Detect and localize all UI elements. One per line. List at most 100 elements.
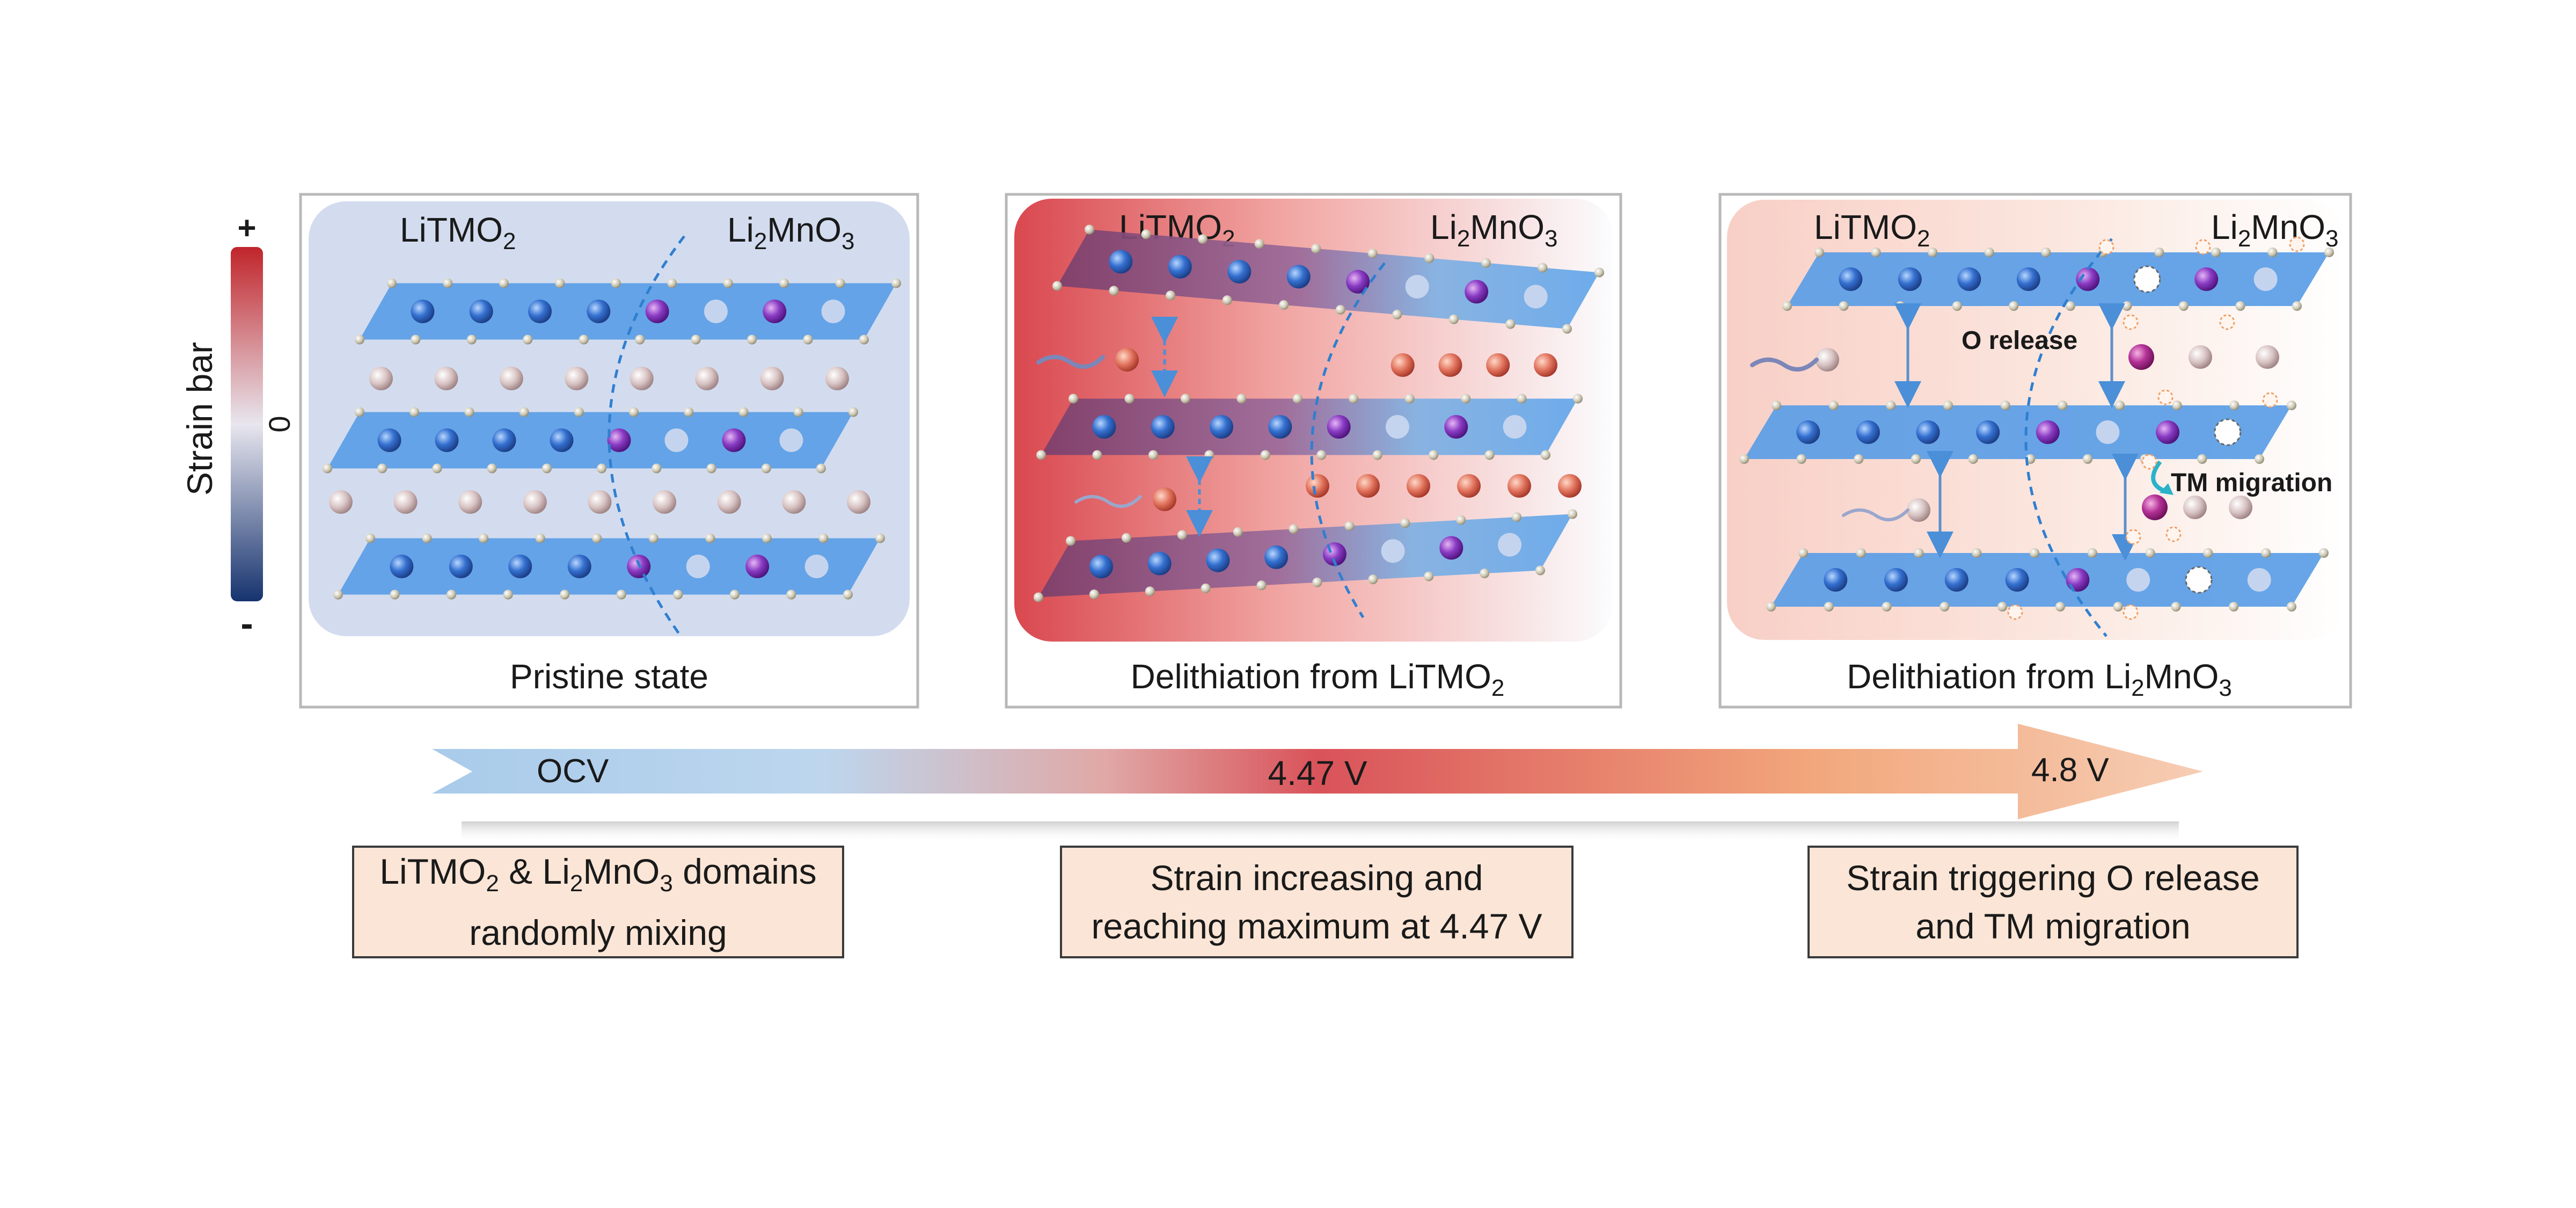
oxygen-atom	[803, 334, 813, 345]
lithium-atom	[565, 367, 589, 390]
oxygen-atom	[652, 463, 662, 474]
oxygen-atom	[1772, 401, 1781, 410]
lithium-atom	[782, 490, 806, 514]
oxygen-atom	[1204, 450, 1214, 460]
lithium-atom	[825, 367, 849, 390]
mn-atom	[1381, 539, 1405, 563]
oxygen-atom	[1141, 229, 1151, 239]
panel-pristine: LiTMO2 Li2MnO3 Pristine state	[299, 193, 919, 709]
mn-atom	[763, 300, 787, 323]
oxygen-atom	[1092, 450, 1102, 460]
oxygen-atom	[1481, 258, 1491, 268]
oxygen-atom	[875, 533, 885, 543]
voltage-label-ocv: OCV	[537, 753, 609, 790]
oxygen-atom	[2292, 301, 2302, 311]
mn-atom	[1524, 285, 1548, 309]
oxygen-atom	[1480, 569, 1490, 579]
oxygen-atom	[365, 533, 375, 543]
lithium-atom	[2183, 496, 2207, 519]
tm-atom	[1824, 568, 1848, 592]
lithium-atom	[1907, 498, 1930, 522]
panel-delithiation-litmo2: LiTMO2 Li2MnO3 Delithiation from LiTMO2	[1005, 193, 1622, 709]
tm-atom	[550, 428, 574, 452]
vacancy	[2185, 566, 2213, 594]
lithium-atom	[1356, 474, 1380, 498]
oxygen-atom	[1400, 518, 1410, 528]
mn-atom	[664, 428, 689, 452]
oxygen-atom	[1036, 450, 1046, 460]
migrating-tm-atom	[2142, 494, 2168, 520]
oxygen-atom	[2058, 401, 2068, 410]
oxygen-atom	[1429, 450, 1439, 460]
oxygen-atom	[1222, 295, 1232, 305]
oxygen-atom	[779, 278, 789, 288]
oxygen-atom	[1911, 454, 1921, 464]
oxygen-atom	[411, 334, 421, 345]
oxygen-atom	[1233, 527, 1243, 537]
oxygen-atom	[1594, 267, 1604, 278]
oxygen-atom	[848, 407, 858, 417]
tm-atom	[1286, 265, 1311, 289]
lithium-atom	[1391, 353, 1415, 377]
oxygen-atom	[629, 407, 639, 417]
mn-atom	[722, 428, 746, 452]
description-box-1: LiTMO2 & Li2MnO3 domains randomly mixing	[352, 846, 844, 958]
mn-atom	[645, 300, 669, 323]
li-diffusion-trail	[1750, 358, 1819, 372]
tm-atom	[1264, 545, 1289, 569]
oxygen-atom	[1148, 450, 1158, 460]
transition-metal-layer	[360, 283, 896, 340]
mn-atom	[821, 300, 845, 323]
oxygen-atom	[2261, 548, 2271, 558]
strain-bar-gradient	[231, 247, 263, 601]
oxygen-atom	[1940, 602, 1950, 612]
tm-atom	[1898, 267, 1922, 291]
oxygen-atom	[635, 334, 645, 345]
description-line: LiTMO2 & Li2MnO3 domains	[379, 852, 817, 897]
lithium-atom	[695, 367, 719, 390]
mn-atom	[1385, 415, 1409, 439]
oxygen-atom	[2055, 602, 2065, 612]
oxygen-atom	[2000, 401, 2010, 410]
mn-atom	[1503, 415, 1527, 439]
oxygen-atom	[2255, 454, 2264, 464]
oxygen-atom	[555, 278, 565, 288]
oxygen-atom	[2009, 301, 2019, 311]
tm-atom	[1206, 548, 1230, 572]
li-diffusion-trail	[1036, 355, 1105, 369]
mn-atom	[704, 300, 728, 323]
oxygen-atom	[2319, 548, 2329, 558]
panel-left-label: LiTMO2	[400, 210, 516, 254]
description-line: and TM migration	[1915, 906, 2191, 946]
oxygen-atom	[793, 407, 803, 417]
oxygen-atom	[816, 463, 826, 474]
lithium-atom	[1407, 474, 1430, 498]
oxygen-atom	[1796, 454, 1806, 464]
tm-atom	[2016, 267, 2040, 291]
oxygen-atom	[2203, 548, 2213, 558]
tm-atom	[1151, 415, 1175, 439]
oxygen-atom	[390, 590, 400, 600]
lithium-atom	[847, 490, 870, 514]
released-oxygen	[2007, 236, 2305, 620]
voltage-arrow: OCV 4.47 V 4.8 V	[432, 724, 2203, 843]
oxygen-atom	[1311, 244, 1321, 254]
lithium-atom	[1486, 353, 1510, 377]
oxygen-atom	[1121, 533, 1131, 543]
transition-metal-layer	[338, 538, 880, 595]
oxygen-atom	[1573, 394, 1583, 404]
oxygen-atom	[1854, 454, 1864, 464]
mn-atom	[779, 428, 803, 452]
lithium-atom	[630, 367, 654, 390]
oxygen-atom	[818, 533, 829, 543]
released-oxygen-atom	[2165, 526, 2182, 542]
oxygen-atom	[1089, 589, 1099, 599]
lithium-atom	[329, 490, 353, 514]
oxygen-atom	[1424, 253, 1435, 263]
oxygen-atom	[519, 407, 529, 417]
oxygen-atom	[691, 334, 701, 345]
oxygen-atom	[843, 590, 853, 600]
oxygen-atom	[1997, 602, 2008, 612]
oxygen-atom	[1943, 401, 1953, 410]
mn-atom	[2036, 420, 2060, 444]
